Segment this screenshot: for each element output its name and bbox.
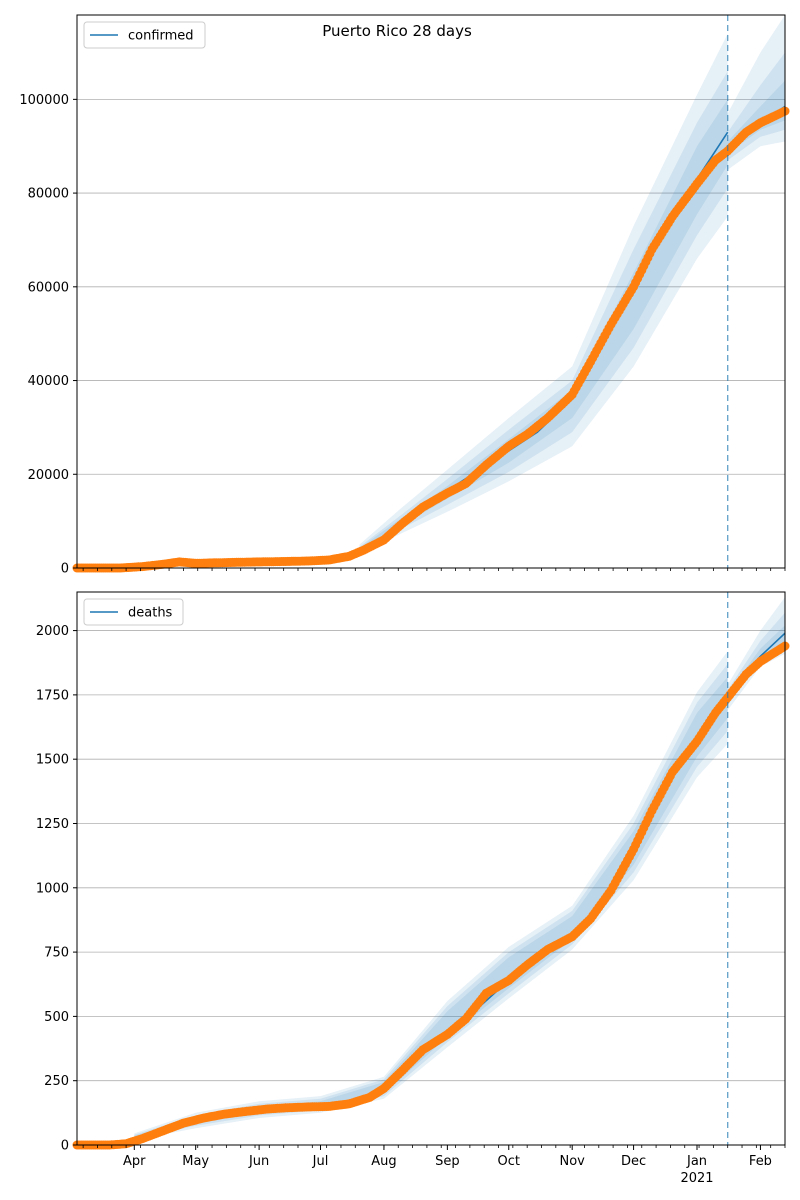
deaths-y-tick-label: 750 [44,946,69,961]
deaths-y-tick-label: 1000 [36,881,69,896]
deaths-legend: deaths [83,598,184,626]
figure-title: Puerto Rico 28 days [322,22,472,40]
confirmed-uncertainty-band [359,33,728,554]
deaths-legend-label: deaths [128,606,173,621]
confirmed-axes-frame [76,14,786,569]
deaths-x-tick-label: Feb [749,1154,772,1169]
deaths-y-tick-label: 0 [61,1139,69,1154]
confirmed-legend-label: confirmed [128,29,194,44]
deaths-axes-frame [76,591,786,1146]
deaths-y-tick-label: 500 [44,1010,69,1025]
deaths-x-tick-label: Jan [686,1154,707,1169]
deaths-x-tick-label: Aug [371,1154,396,1169]
deaths-y-tick-label: 1500 [36,753,69,768]
confirmed-y-tick-label: 60000 [28,280,69,295]
confirmed-axes-frame [76,14,786,569]
confirmed-y-tick-label: 0 [61,562,69,577]
deaths-observed-points [72,641,790,1150]
confirmed-y-tick-label: 80000 [28,187,69,202]
confirmed-x-axis-ticks [82,568,786,571]
confirmed-panel: 0 20000 40000 60000 80000 100000 confirmed [19,14,790,577]
confirmed-gridlines [77,98,785,475]
deaths-y-tick-label: 250 [44,1074,69,1089]
confirmed-y-tick-label: 40000 [28,374,69,389]
deaths-y-tick-label: 1750 [36,688,69,703]
deaths-uncertainty-band [727,625,785,702]
deaths-x-tick-label: Jun [248,1154,269,1169]
deaths-x-tick-label: Jul [312,1154,329,1169]
deaths-panel: 0 250 500 750 1000 1250 1500 1750 2000 Apr May Jun… [36,591,790,1186]
deaths-x-tick-label: Oct [498,1154,520,1169]
deaths-x-axis-ticks: Apr May Jun Jul Aug Sep Oct Nov Dec Jan Feb 2021 [82,1145,786,1186]
confirmed-uncertainty-band [359,71,728,552]
deaths-x-tick-label: Dec [621,1154,646,1169]
deaths-axes-frame [76,591,786,1146]
deaths-y-axis-ticks: 0 250 500 750 1000 1250 1500 1750 2000 [36,624,77,1154]
confirmed-observed-points [72,106,790,573]
confirmed-y-axis-ticks: 0 20000 40000 60000 80000 100000 [19,93,77,577]
confirmed-y-tick-label: 100000 [19,93,69,108]
deaths-x-tick-label: Nov [560,1154,586,1169]
deaths-x-tick-label: Sep [435,1154,460,1169]
deaths-x-tick-label: Apr [123,1154,146,1169]
confirmed-legend-box [83,21,206,49]
deaths-x-year-label: 2021 [680,1171,713,1186]
deaths-y-tick-label: 1250 [36,817,69,832]
deaths-gridlines [77,630,785,1082]
confirmed-legend: confirmed [83,21,206,49]
deaths-x-tick-label: May [182,1154,209,1169]
deaths-legend-box [83,598,184,626]
deaths-y-tick-label: 2000 [36,624,69,639]
confirmed-y-tick-label: 20000 [28,468,69,483]
